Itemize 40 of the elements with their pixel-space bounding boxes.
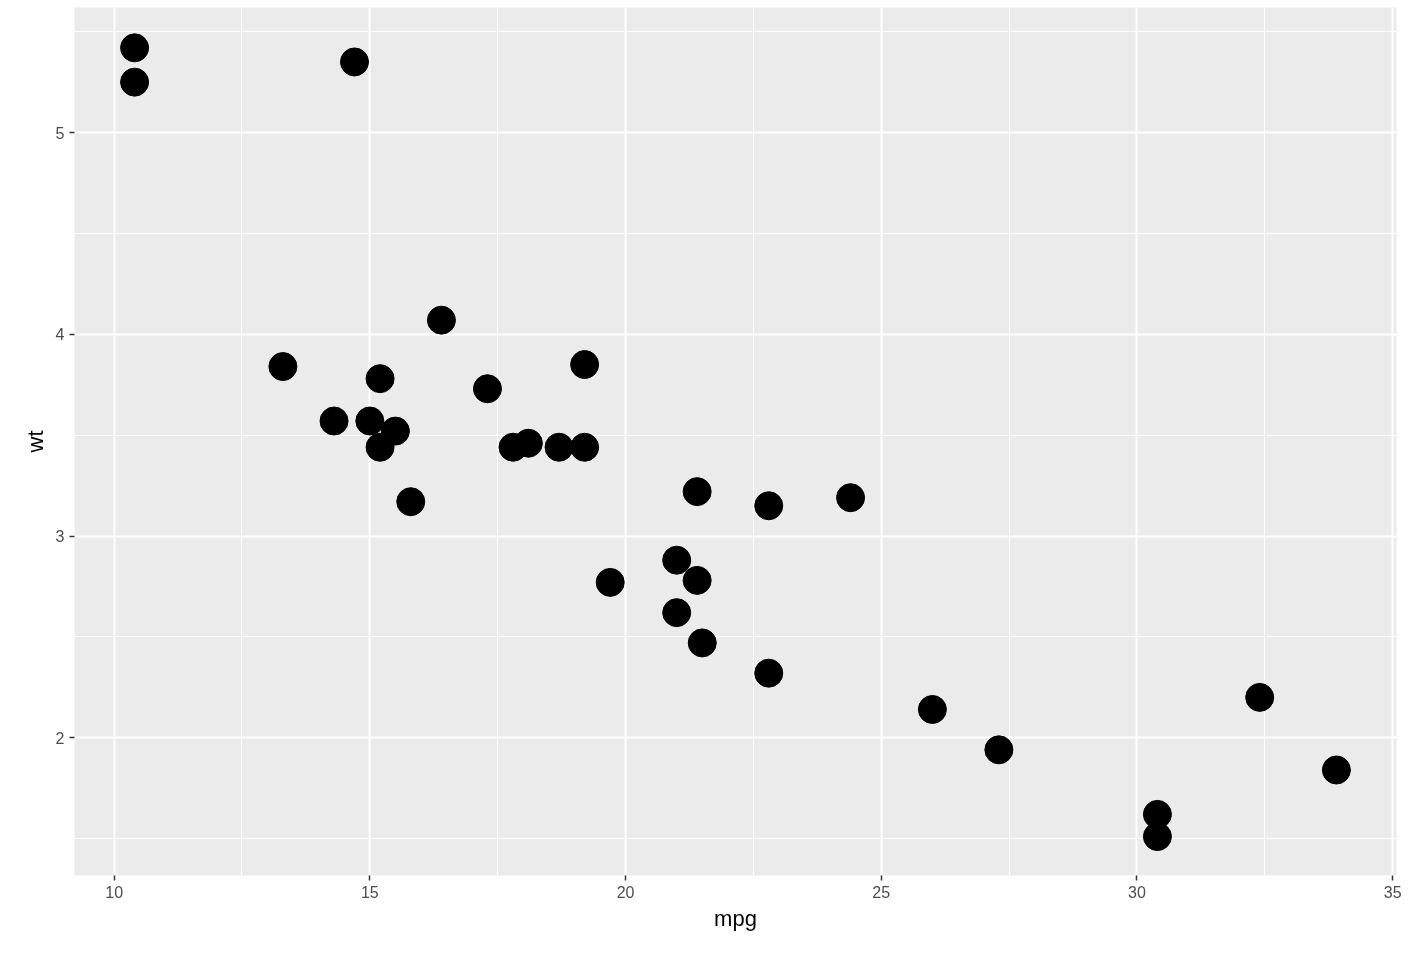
point — [682, 565, 712, 595]
point — [754, 658, 784, 688]
y-tick-label: 2 — [55, 729, 65, 747]
x-tick-label: 35 — [1383, 883, 1402, 901]
point — [355, 406, 385, 436]
point — [472, 374, 502, 404]
point — [426, 305, 456, 335]
point — [365, 432, 395, 462]
point — [682, 477, 712, 507]
point — [662, 598, 692, 628]
point — [984, 735, 1014, 765]
point — [687, 628, 717, 658]
y-tick-label: 5 — [55, 124, 65, 142]
point — [595, 567, 625, 597]
point — [340, 47, 369, 77]
point — [1142, 822, 1172, 852]
point — [1245, 682, 1275, 712]
point — [1321, 755, 1351, 785]
point — [570, 432, 600, 462]
x-axis-title: mpg — [714, 905, 757, 931]
point — [268, 352, 298, 382]
y-tick-label: 4 — [55, 326, 65, 344]
y-tick-label: 3 — [55, 528, 65, 546]
point — [570, 350, 600, 380]
point — [917, 695, 947, 724]
x-tick-label: 25 — [872, 883, 891, 901]
y-axis-title: wt — [22, 430, 48, 454]
point — [365, 364, 395, 394]
point — [544, 432, 574, 462]
x-tick-label: 10 — [105, 883, 124, 901]
x-tick-label: 20 — [616, 883, 635, 901]
point — [120, 33, 150, 63]
point — [120, 67, 150, 97]
point — [319, 406, 349, 436]
point — [836, 483, 866, 513]
point — [754, 491, 784, 521]
point — [662, 545, 692, 575]
point — [396, 487, 426, 517]
x-tick-label: 15 — [360, 883, 379, 901]
x-tick-label: 30 — [1128, 883, 1146, 901]
